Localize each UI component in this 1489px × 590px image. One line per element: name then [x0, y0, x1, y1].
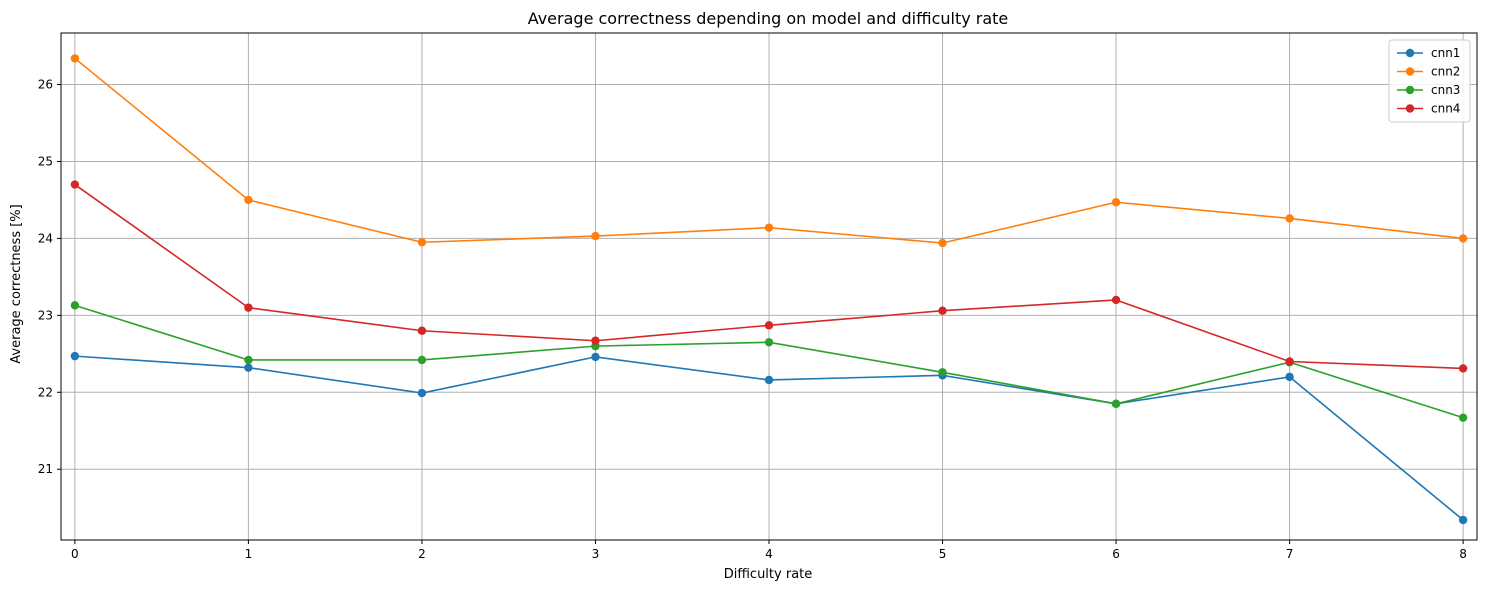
data-point-cnn4: [1111, 295, 1121, 305]
data-point-cnn2: [1285, 214, 1294, 223]
data-point-cnn2: [70, 54, 80, 63]
legend-swatch-marker: [1405, 67, 1415, 76]
data-point-cnn2: [764, 223, 774, 232]
y-axis-ticks: 21 22 23 24 25 26: [38, 78, 61, 476]
grid-lines: [61, 33, 1477, 540]
data-point-cnn1: [1285, 372, 1294, 382]
y-tick-label: 26: [38, 78, 53, 92]
data-point-cnn4: [591, 336, 600, 345]
data-point-cnn3: [1458, 413, 1468, 422]
legend-item-cnn1: cnn1: [1397, 46, 1460, 60]
data-point-cnn3: [764, 338, 774, 347]
legend: cnn1 cnn2 cnn3 cnn4: [1388, 39, 1471, 123]
data-point-cnn1: [244, 363, 253, 372]
y-tick-label: 21: [38, 462, 53, 476]
legend-label: cnn1: [1431, 46, 1460, 60]
y-tick-label: 23: [38, 308, 53, 322]
data-point-cnn3: [244, 355, 253, 365]
data-point-cnn1: [591, 352, 600, 362]
x-tick-label: 3: [592, 547, 600, 561]
x-tick-label: 6: [1112, 547, 1120, 561]
legend-label: cnn3: [1431, 83, 1460, 97]
chart-title: Average correctness depending on model a…: [528, 9, 1009, 28]
legend-swatch-marker: [1405, 85, 1415, 95]
y-tick-label: 24: [38, 231, 53, 245]
data-point-cnn4: [1458, 364, 1468, 373]
data-point-cnn2: [938, 238, 947, 248]
data-point-cnn2: [591, 231, 600, 241]
legend-swatch-marker: [1405, 104, 1415, 113]
x-tick-label: 0: [71, 547, 79, 561]
data-point-cnn3: [417, 355, 427, 365]
x-tick-label: 8: [1459, 547, 1467, 561]
legend-box: [1388, 39, 1471, 123]
x-tick-label: 5: [939, 547, 947, 561]
y-axis-label: Average correctness [%]: [9, 204, 24, 363]
data-point-cnn1: [1458, 515, 1468, 525]
data-point-cnn1: [417, 388, 427, 398]
data-point-cnn2: [244, 195, 253, 205]
data-point-cnn4: [764, 321, 774, 330]
data-point-cnn2: [1458, 234, 1468, 243]
x-tick-label: 7: [1286, 547, 1294, 561]
data-point-cnn4: [70, 180, 80, 189]
data-point-cnn4: [417, 326, 427, 335]
y-tick-label: 22: [38, 385, 53, 399]
data-point-cnn3: [70, 301, 80, 310]
x-tick-label: 4: [765, 547, 773, 561]
x-axis-ticks: 0 1 2 3 4 5 6 7 8: [71, 540, 1467, 561]
data-point-cnn3: [1111, 399, 1121, 409]
legend-item-cnn4: cnn4: [1397, 102, 1460, 116]
legend-item-cnn2: cnn2: [1397, 65, 1460, 79]
legend-label: cnn4: [1431, 102, 1460, 116]
data-point-cnn1: [764, 375, 774, 385]
data-point-cnn2: [1111, 198, 1121, 207]
x-tick-label: 1: [245, 547, 253, 561]
x-tick-label: 2: [418, 547, 426, 561]
legend-swatch-marker: [1405, 48, 1415, 58]
series-layer: [70, 54, 1468, 525]
legend-label: cnn2: [1431, 65, 1460, 79]
series-cnn4: [70, 180, 1468, 373]
data-point-cnn4: [244, 303, 253, 312]
data-point-cnn2: [417, 238, 427, 247]
y-tick-label: 25: [38, 154, 53, 168]
data-point-cnn3: [938, 368, 947, 377]
legend-item-cnn3: cnn3: [1397, 83, 1460, 97]
data-point-cnn4: [938, 306, 947, 315]
series-cnn2: [70, 54, 1468, 248]
data-point-cnn4: [1285, 357, 1294, 366]
data-point-cnn1: [70, 351, 80, 361]
x-axis-label: Difficulty rate: [724, 567, 813, 582]
